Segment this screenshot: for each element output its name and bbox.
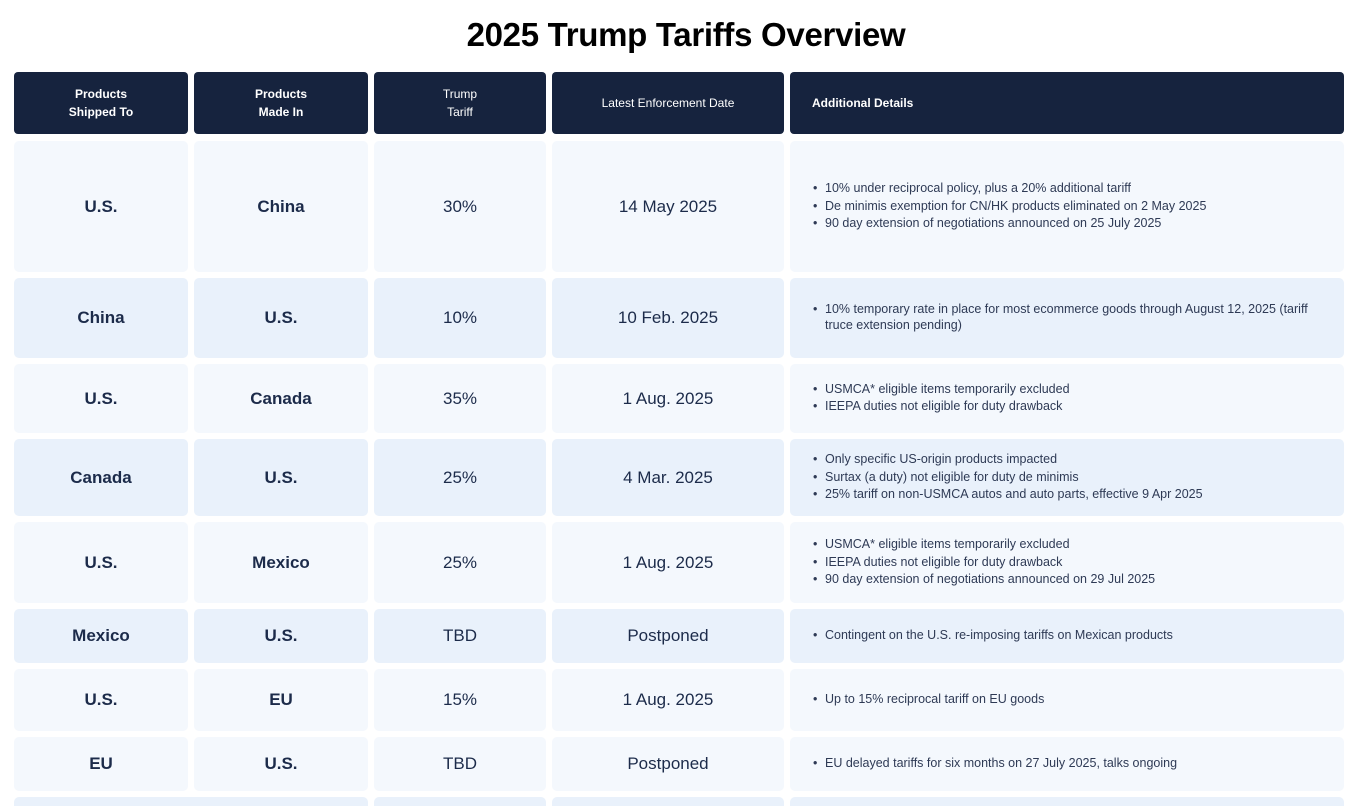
cell-tariff: 15% bbox=[374, 669, 546, 731]
header-cell-shipped-to: Products Shipped To bbox=[14, 72, 188, 134]
table-row: U.S. Canada 35% 1 Aug. 2025 USMCA* eligi… bbox=[14, 364, 1344, 433]
cell-details: 10% temporary rate in place for most eco… bbox=[790, 278, 1344, 358]
cell-date: 10 Feb. 2025 bbox=[552, 278, 784, 358]
table-row: Canada U.S. 25% 4 Mar. 2025 Only specifi… bbox=[14, 439, 1344, 516]
cell-date: 1 Aug. 2025 bbox=[552, 364, 784, 433]
details-list: Only specific US-origin products impacte… bbox=[812, 451, 1203, 504]
cell-tariff: 35% bbox=[374, 364, 546, 433]
header-cell-enforcement-date: Latest Enforcement Date bbox=[552, 72, 784, 134]
details-list: Up to 15% reciprocal tariff on EU goods bbox=[812, 691, 1044, 710]
detail-item: USMCA* eligible items temporarily exclud… bbox=[812, 382, 1070, 398]
cell-shipped-to: Canada bbox=[14, 439, 188, 516]
page-title: 2025 Trump Tariffs Overview bbox=[466, 16, 906, 53]
details-list: Contingent on the U.S. re-imposing tarif… bbox=[812, 627, 1173, 646]
tariffs-table: Products Shipped To Products Made In Tru… bbox=[14, 72, 1344, 806]
detail-item: 90 day extension of negotiations announc… bbox=[812, 572, 1155, 588]
cell-shipped-to: U.S. bbox=[14, 364, 188, 433]
cell-details: USMCA* eligible items temporarily exclud… bbox=[790, 364, 1344, 433]
detail-item: Contingent on the U.S. re-imposing tarif… bbox=[812, 628, 1173, 644]
detail-item: IEEPA duties not eligible for duty drawb… bbox=[812, 399, 1070, 415]
cell-shipped-to: Mexico bbox=[14, 609, 188, 663]
cell-date: Postponed bbox=[552, 737, 784, 791]
detail-item: 10% under reciprocal policy, plus a 20% … bbox=[812, 181, 1206, 197]
header-cell-tariff: Trump Tariff bbox=[374, 72, 546, 134]
cell-tariff: TBD bbox=[374, 609, 546, 663]
cell-tariff: 30% bbox=[374, 141, 546, 272]
table-body: U.S. China 30% 14 May 2025 10% under rec… bbox=[14, 141, 1344, 791]
cell-tariff: TBD bbox=[374, 737, 546, 791]
cell-details: Up to 15% reciprocal tariff on EU goods bbox=[790, 669, 1344, 731]
details-list: USMCA* eligible items temporarily exclud… bbox=[812, 536, 1155, 589]
cell-details: 10% under reciprocal policy, plus a 20% … bbox=[790, 141, 1344, 272]
cell-date: 14 May 2025 bbox=[552, 141, 784, 272]
details-list: USMCA* eligible items temporarily exclud… bbox=[812, 381, 1070, 417]
cell-details: Only specific US-origin products impacte… bbox=[790, 439, 1344, 516]
cell-date: 4 Mar. 2025 bbox=[552, 439, 784, 516]
table-row: EU U.S. TBD Postponed EU delayed tariffs… bbox=[14, 737, 1344, 791]
header-cell-additional-details: Additional Details bbox=[790, 72, 1344, 134]
detail-item: EU delayed tariffs for six months on 27 … bbox=[812, 756, 1177, 772]
detail-item: IEEPA duties not eligible for duty drawb… bbox=[812, 555, 1155, 571]
partial-cell-tariff bbox=[374, 797, 546, 806]
details-list: 10% temporary rate in place for most eco… bbox=[812, 301, 1332, 336]
table-header: Products Shipped To Products Made In Tru… bbox=[14, 72, 1344, 134]
cell-shipped-to: U.S. bbox=[14, 141, 188, 272]
detail-item: Only specific US-origin products impacte… bbox=[812, 452, 1203, 468]
partial-row bbox=[14, 797, 1344, 806]
cell-shipped-to: U.S. bbox=[14, 669, 188, 731]
cell-made-in: U.S. bbox=[194, 439, 368, 516]
detail-item: USMCA* eligible items temporarily exclud… bbox=[812, 537, 1155, 553]
cell-shipped-to: China bbox=[14, 278, 188, 358]
detail-item: Up to 15% reciprocal tariff on EU goods bbox=[812, 692, 1044, 708]
cell-made-in: EU bbox=[194, 669, 368, 731]
detail-item: 90 day extension of negotiations announc… bbox=[812, 216, 1206, 232]
partial-cell-details bbox=[790, 797, 1344, 806]
detail-item: 10% temporary rate in place for most eco… bbox=[812, 302, 1332, 334]
detail-item: Surtax (a duty) not eligible for duty de… bbox=[812, 470, 1203, 486]
details-list: EU delayed tariffs for six months on 27 … bbox=[812, 755, 1177, 774]
cell-date: 1 Aug. 2025 bbox=[552, 669, 784, 731]
header-cell-made-in: Products Made In bbox=[194, 72, 368, 134]
table-row: China U.S. 10% 10 Feb. 2025 10% temporar… bbox=[14, 278, 1344, 358]
cell-made-in: China bbox=[194, 141, 368, 272]
table-row: U.S. Mexico 25% 1 Aug. 2025 USMCA* eligi… bbox=[14, 522, 1344, 603]
cell-details: EU delayed tariffs for six months on 27 … bbox=[790, 737, 1344, 791]
partial-cell-countries bbox=[14, 797, 368, 806]
cell-shipped-to: EU bbox=[14, 737, 188, 791]
cell-made-in: U.S. bbox=[194, 737, 368, 791]
cell-tariff: 25% bbox=[374, 439, 546, 516]
cell-tariff: 10% bbox=[374, 278, 546, 358]
cell-made-in: Canada bbox=[194, 364, 368, 433]
table-row: U.S. EU 15% 1 Aug. 2025 Up to 15% recipr… bbox=[14, 669, 1344, 731]
cell-made-in: Mexico bbox=[194, 522, 368, 603]
table-row: U.S. China 30% 14 May 2025 10% under rec… bbox=[14, 141, 1344, 272]
details-list: 10% under reciprocal policy, plus a 20% … bbox=[812, 180, 1206, 233]
cell-shipped-to: U.S. bbox=[14, 522, 188, 603]
detail-item: 25% tariff on non-USMCA autos and auto p… bbox=[812, 487, 1203, 503]
partial-cell-date bbox=[552, 797, 784, 806]
detail-item: De minimis exemption for CN/HK products … bbox=[812, 199, 1206, 215]
cell-date: Postponed bbox=[552, 609, 784, 663]
cell-details: Contingent on the U.S. re-imposing tarif… bbox=[790, 609, 1344, 663]
cell-details: USMCA* eligible items temporarily exclud… bbox=[790, 522, 1344, 603]
cell-tariff: 25% bbox=[374, 522, 546, 603]
table-row: Mexico U.S. TBD Postponed Contingent on … bbox=[14, 609, 1344, 663]
cell-made-in: U.S. bbox=[194, 278, 368, 358]
cell-date: 1 Aug. 2025 bbox=[552, 522, 784, 603]
cell-made-in: U.S. bbox=[194, 609, 368, 663]
